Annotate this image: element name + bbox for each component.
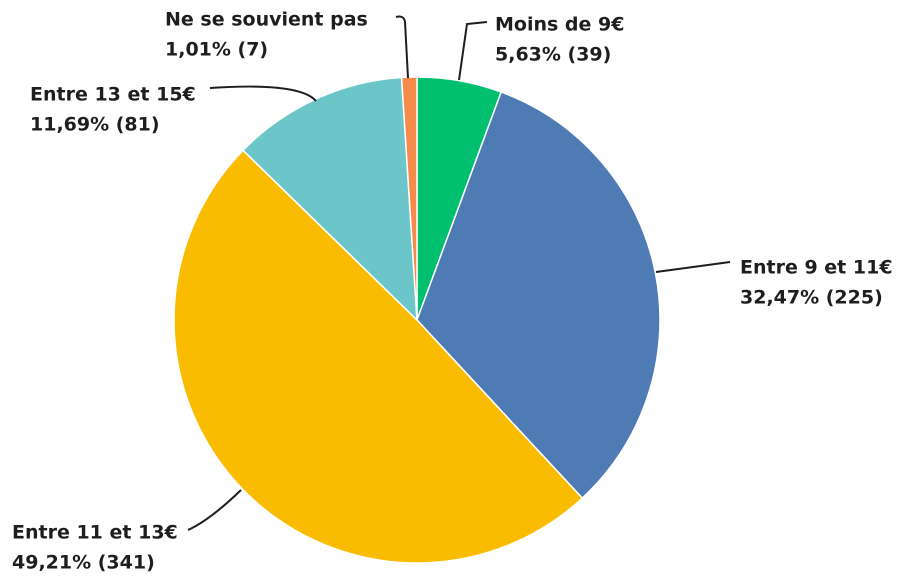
leader-line [187, 489, 242, 531]
leader-line [209, 85, 317, 102]
slice-value-label: 32,47% (225) [740, 287, 883, 309]
leader-line [458, 21, 488, 81]
slice-label: Entre 11 et 13€ [12, 522, 178, 544]
slice-value-label: 11,69% (81) [30, 114, 160, 136]
slice-label: Moins de 9€ [495, 14, 624, 36]
slice-label: Ne se souvient pas [165, 9, 368, 31]
pie-slice [416, 91, 661, 500]
leader-line [395, 15, 409, 79]
slice-label: Entre 13 et 15€ [30, 84, 196, 106]
slice-label: Entre 9 et 11€ [740, 257, 893, 279]
leader-line [655, 261, 731, 273]
slice-value-label: 49,21% (341) [12, 552, 155, 574]
slice-value-label: 1,01% (7) [165, 39, 268, 61]
slice-value-label: 5,63% (39) [495, 44, 611, 66]
pie-slice [400, 76, 418, 321]
pie-slice [173, 149, 584, 564]
